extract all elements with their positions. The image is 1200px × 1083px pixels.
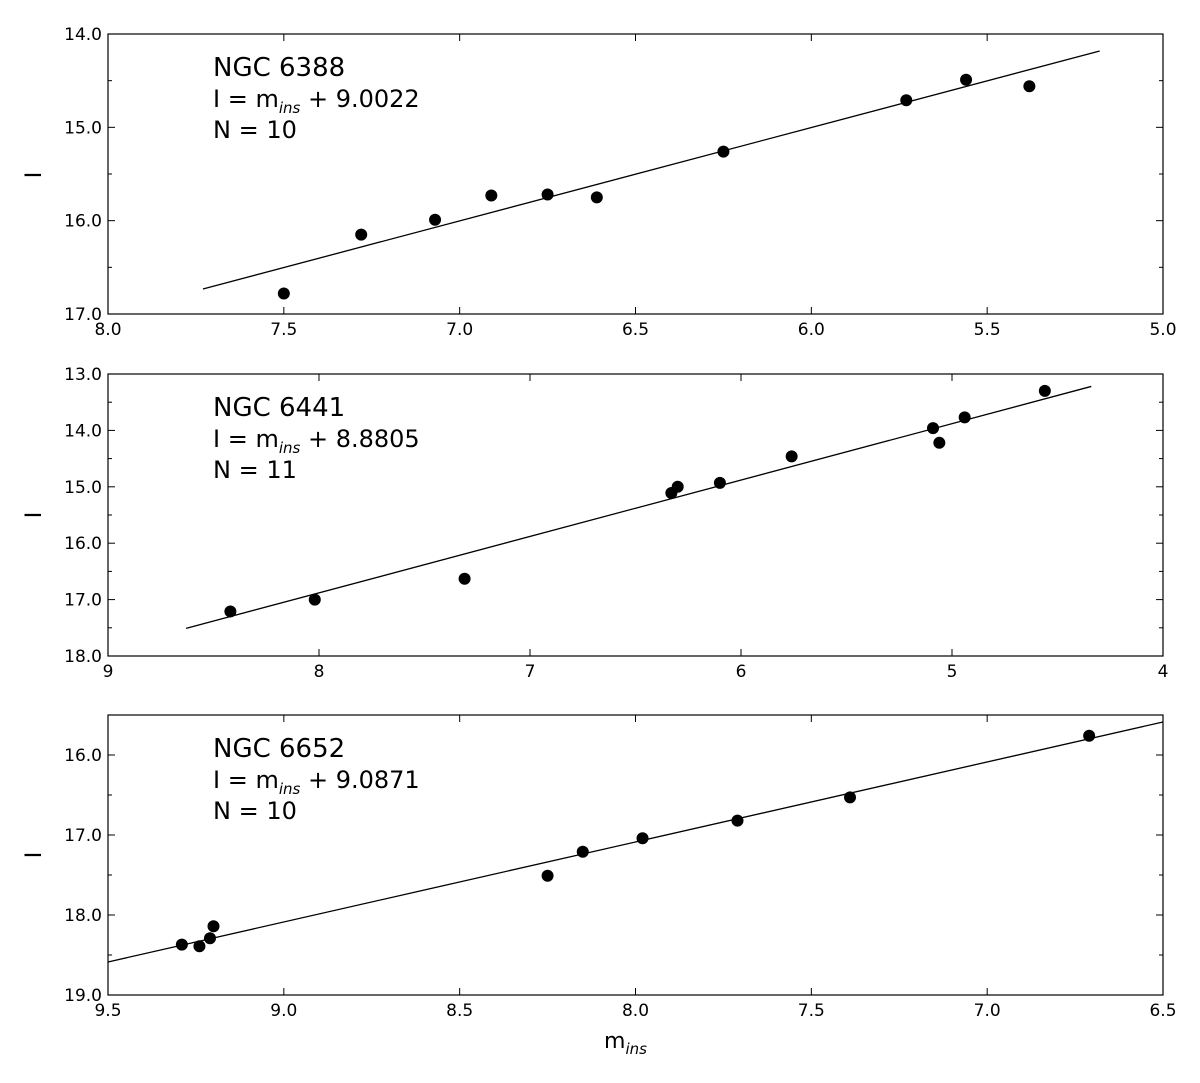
x-tick-label: 7.5 <box>270 320 297 340</box>
y-tick-label: 14.0 <box>64 421 102 441</box>
x-tick-label: 8.0 <box>94 320 121 340</box>
x-tick-label: 7.5 <box>798 1001 825 1021</box>
x-tick-label: 6.5 <box>1149 1001 1176 1021</box>
data-point <box>958 411 971 424</box>
fit-equation: I = mins + 9.0022 <box>213 85 420 117</box>
data-point <box>193 940 206 953</box>
data-point <box>541 188 554 201</box>
equation-suffix: + 9.0022 <box>300 85 419 113</box>
data-point <box>308 593 321 606</box>
data-point <box>713 476 726 489</box>
y-tick-label: 18.0 <box>64 647 102 667</box>
x-tick-label: 5.0 <box>1149 320 1176 340</box>
data-point <box>207 920 220 933</box>
equation-prefix: I = m <box>213 425 279 453</box>
x-label-prefix: m <box>604 1029 625 1054</box>
x-tick-label: 8.0 <box>622 1001 649 1021</box>
data-point <box>1038 384 1051 397</box>
data-point <box>1083 729 1096 742</box>
y-axis-label: I <box>22 172 47 179</box>
data-point <box>960 73 973 86</box>
cluster-name: NGC 6388 <box>213 53 345 83</box>
point-count: N = 10 <box>213 116 297 144</box>
x-tick-label: 9.0 <box>270 1001 297 1021</box>
x-tick-label: 6.5 <box>622 320 649 340</box>
data-point <box>900 94 913 107</box>
x-axis-label: mins <box>604 1029 647 1058</box>
equation-subscript: ins <box>279 439 301 457</box>
data-point <box>175 938 188 951</box>
cluster-name: NGC 6441 <box>213 393 345 423</box>
data-point <box>671 480 684 493</box>
fit-line <box>107 721 1164 963</box>
y-tick-label: 17.0 <box>64 305 102 325</box>
y-tick-label: 17.0 <box>64 826 102 846</box>
data-point <box>636 832 649 845</box>
data-point <box>590 191 603 204</box>
equation-suffix: + 9.0871 <box>300 766 419 794</box>
data-point <box>277 287 290 300</box>
panel-1: 8.0 7.5 7.0 6.5 6.0 5.5 5.0 14.0 15.0 16.0 17.0 I NG… <box>22 25 1177 340</box>
fit-equation: I = mins + 8.8805 <box>213 425 420 457</box>
data-point <box>844 791 857 804</box>
panel-3: 9.5 9.0 8.5 8.0 7.5 7.0 6.5 16.0 17.0 18.0 19.0 I NG… <box>22 714 1177 1058</box>
equation-subscript: ins <box>279 99 301 117</box>
data-point <box>717 145 730 158</box>
y-tick-label: 18.0 <box>64 906 102 926</box>
x-tick-label: 8.5 <box>446 1001 473 1021</box>
fit-line <box>185 385 1092 630</box>
x-tick-label: 6 <box>736 662 747 682</box>
data-point <box>224 605 237 618</box>
x-tick-label: 5.5 <box>974 320 1001 340</box>
x-tick-label: 8 <box>314 662 325 682</box>
data-point <box>785 450 798 463</box>
data-point <box>429 213 442 226</box>
x-tick-label: 7.0 <box>974 1001 1001 1021</box>
x-tick-label: 5 <box>947 662 958 682</box>
panel-2: 9 8 7 6 5 4 13.0 14.0 15.0 16.0 17.0 18.0 I NGC 6441I… <box>22 365 1168 682</box>
y-tick-label: 14.0 <box>64 25 102 45</box>
data-point <box>485 189 498 202</box>
y-axis-label: I <box>22 512 47 519</box>
x-label-subscript: ins <box>625 1040 647 1058</box>
fit-line <box>202 50 1100 290</box>
y-tick-label: 15.0 <box>64 118 102 138</box>
x-tick-label: 9.5 <box>94 1001 121 1021</box>
y-tick-label: 13.0 <box>64 365 102 385</box>
data-point <box>355 228 368 241</box>
y-tick-label: 16.0 <box>64 212 102 232</box>
equation-prefix: I = m <box>213 85 279 113</box>
equation-suffix: + 8.8805 <box>300 425 419 453</box>
data-point <box>933 436 946 449</box>
x-tick-label: 6.0 <box>798 320 825 340</box>
data-point <box>458 572 471 585</box>
y-tick-label: 19.0 <box>64 986 102 1006</box>
x-tick-label: 7.0 <box>446 320 473 340</box>
point-count: N = 11 <box>213 456 297 484</box>
equation-prefix: I = m <box>213 766 279 794</box>
y-tick-label: 16.0 <box>64 746 102 766</box>
point-count: N = 10 <box>213 797 297 825</box>
data-point <box>1023 80 1036 93</box>
data-point <box>576 845 589 858</box>
equation-subscript: ins <box>279 780 301 798</box>
y-tick-label: 17.0 <box>64 591 102 611</box>
fit-equation: I = mins + 9.0871 <box>213 766 420 798</box>
y-tick-label: 16.0 <box>64 534 102 554</box>
y-tick-label: 15.0 <box>64 478 102 498</box>
cluster-name: NGC 6652 <box>213 734 345 764</box>
x-tick-label: 7 <box>525 662 536 682</box>
data-point <box>731 814 744 827</box>
data-point <box>541 869 554 882</box>
data-point <box>927 422 940 435</box>
x-tick-label: 4 <box>1158 662 1169 682</box>
data-point <box>203 932 216 945</box>
y-axis-label: I <box>22 852 47 859</box>
x-tick-label: 9 <box>103 662 114 682</box>
